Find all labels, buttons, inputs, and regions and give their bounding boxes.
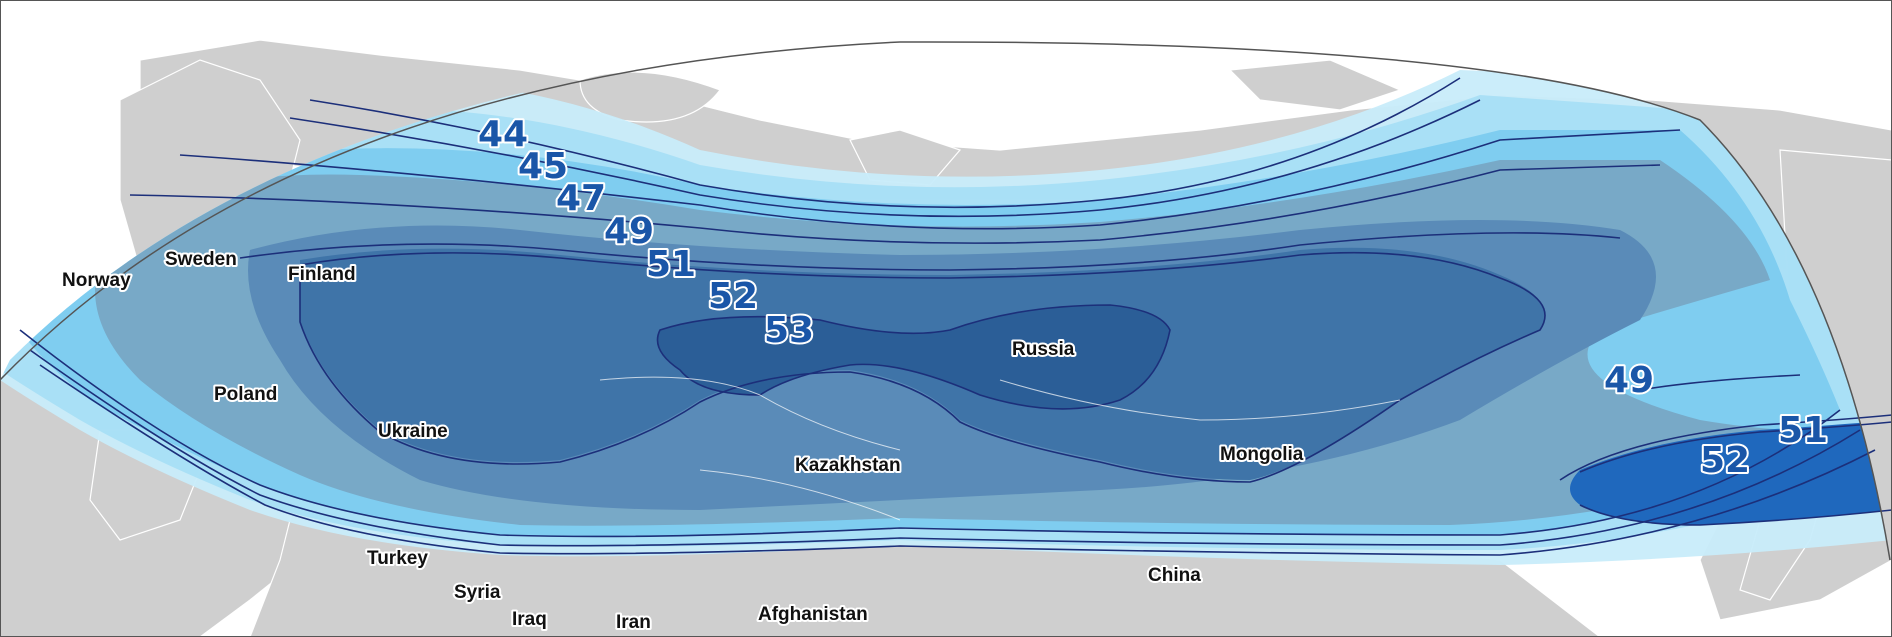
country-label-russia: Russia [1012,339,1075,360]
country-label-poland: Poland [214,384,277,405]
country-label-turkey: Turkey [367,548,428,569]
country-label-mongolia: Mongolia [1220,444,1304,465]
contour-label-52: 52 [708,276,758,317]
coverage-bands [0,70,1890,565]
isoline-south-3 [39,364,1876,556]
land-arctic-islands [1228,59,1402,111]
isoline-44 [309,77,1461,209]
isoline-south-2 [29,349,1861,547]
country-borders [599,376,1401,521]
land-svalbard [579,71,721,123]
contour-label-51: 51 [646,244,696,285]
country-label-finland: Finland [288,264,356,285]
isoline-51 [239,232,1621,271]
country-label-china: China [1148,565,1201,586]
country-label-iran: Iran [616,612,651,633]
country-label-ukraine: Ukraine [378,421,448,442]
contour-label-49-east: 49 [1604,360,1654,401]
country-label-norway: Norway [62,270,131,291]
contour-label-44: 44 [478,114,528,155]
country-label-syria: Syria [454,582,501,603]
country-label-iraq: Iraq [512,609,547,630]
isoline-51-east [1559,414,1892,481]
country-label-afghanistan: Afghanistan [758,604,868,625]
contour-label-49: 49 [604,211,654,252]
country-label-sweden: Sweden [165,249,237,270]
isoline-45 [289,99,1481,218]
contour-label-group: 44 45 47 49 51 52 53 49 51 52 [476,112,1830,483]
contour-lines [19,77,1892,556]
contour-label-52-east: 52 [1700,440,1750,481]
contour-label-53: 53 [764,310,814,351]
isoline-south-1 [19,329,1841,538]
isoline-49-east [1639,374,1801,391]
contour-label-51-east: 51 [1778,410,1828,451]
isoline-52-east [1579,421,1892,526]
contour-label-47: 47 [556,178,606,219]
band-53 [657,305,1170,409]
country-label-kazakhstan: Kazakhstan [795,455,901,476]
country-label-group: Norway Sweden Finland Poland Ukraine Rus… [60,247,1306,635]
band-52-east [1570,420,1890,525]
isoline-49 [129,164,1661,244]
isoline-52 [299,251,1546,483]
contour-label-45: 45 [518,146,568,187]
globe-outline [0,41,1891,561]
isoline-47 [179,129,1681,230]
